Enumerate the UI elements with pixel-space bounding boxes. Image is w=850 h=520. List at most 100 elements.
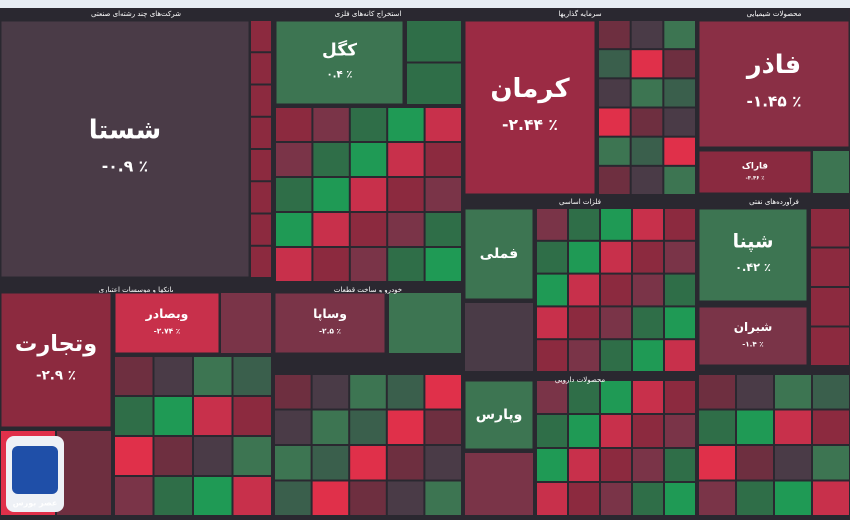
small-tile	[537, 449, 567, 481]
tile-change: -۲.۴۴ ٪	[502, 116, 558, 134]
small-tile	[313, 213, 349, 246]
tile-change: -۲.۷۴ ٪	[154, 327, 181, 336]
small-tile	[312, 446, 349, 480]
small-tile	[388, 248, 424, 281]
small-tile	[601, 449, 631, 481]
small-tile	[194, 357, 232, 395]
small-tile	[633, 483, 663, 515]
tile	[0, 292, 112, 428]
small-tile	[425, 108, 461, 141]
tile	[0, 20, 250, 278]
tile	[275, 20, 404, 105]
small-tile	[251, 150, 271, 181]
small-tile	[350, 108, 387, 141]
tile-change: ۰.۴۲ ٪	[735, 261, 771, 274]
small-tile	[313, 108, 349, 141]
tile-label: وپارس	[476, 407, 523, 423]
small-tile	[194, 477, 232, 515]
tile-label: شستا	[89, 115, 161, 145]
small-tile	[601, 381, 631, 413]
small-tile	[599, 108, 630, 136]
small-tile	[57, 431, 111, 515]
small-tile	[251, 246, 271, 277]
small-tile	[251, 214, 271, 245]
small-tile	[425, 481, 461, 515]
tile	[698, 20, 850, 148]
small-tile	[275, 481, 311, 515]
small-tile	[737, 446, 773, 480]
small-tile	[664, 79, 695, 107]
small-tile	[599, 21, 630, 49]
small-tile	[407, 63, 461, 104]
tile-label: وبصادر	[145, 306, 189, 321]
small-tile	[699, 481, 735, 515]
small-tile	[388, 178, 424, 211]
small-tile	[233, 397, 271, 435]
small-tile	[389, 293, 461, 353]
small-tile	[537, 241, 567, 273]
small-tile	[699, 410, 735, 444]
small-tile	[312, 481, 349, 515]
small-tile	[537, 483, 567, 515]
tile	[698, 306, 808, 366]
small-tile	[115, 397, 153, 435]
small-tile	[194, 397, 232, 435]
small-tile	[811, 327, 849, 365]
top-bar	[0, 0, 850, 8]
small-tile	[388, 213, 424, 246]
small-tile	[665, 415, 695, 447]
small-tile	[599, 50, 630, 78]
small-tile	[537, 307, 567, 339]
small-tile	[601, 415, 631, 447]
tile-change: -۳.۴۶ ٪	[746, 176, 765, 182]
tile-label: فاراک	[742, 161, 768, 171]
small-tile	[313, 248, 349, 281]
small-tile	[775, 446, 811, 480]
small-tile	[813, 446, 849, 480]
small-tile	[275, 410, 311, 444]
tile-label: شبران	[734, 320, 773, 334]
small-tile	[811, 288, 849, 326]
small-tile	[633, 307, 663, 339]
tile	[464, 20, 596, 195]
small-tile	[350, 178, 387, 211]
small-tile	[601, 274, 631, 306]
tile	[464, 380, 534, 450]
small-tile	[633, 415, 663, 447]
sector-title: سرمایه گذاریها	[558, 9, 601, 18]
small-tile	[350, 213, 387, 246]
small-tile	[407, 21, 461, 62]
small-tile	[465, 303, 533, 371]
small-tile	[312, 410, 349, 444]
small-tile	[569, 274, 599, 306]
small-tile	[350, 375, 386, 409]
sector-title: خودرو و ساخت قطعات	[334, 286, 402, 294]
tile	[274, 292, 386, 354]
small-tile	[350, 481, 386, 515]
small-tile	[233, 477, 271, 515]
small-tile	[569, 340, 599, 371]
small-tile	[425, 143, 461, 176]
small-tile	[537, 340, 567, 371]
small-tile	[569, 241, 599, 273]
small-tile	[569, 307, 599, 339]
sector-title: محصولات شیمیایی	[747, 10, 802, 18]
small-tile	[601, 340, 631, 371]
small-tile	[665, 449, 695, 481]
small-tile	[276, 108, 312, 141]
small-tile	[631, 21, 663, 49]
tile-change: -۲.۹ ٪	[36, 369, 76, 384]
small-tile	[537, 209, 567, 240]
small-tile	[115, 357, 153, 395]
small-tile	[569, 415, 599, 447]
small-tile	[233, 437, 271, 475]
tile	[114, 292, 220, 354]
small-tile	[115, 437, 153, 475]
tile-label: فملی	[480, 246, 518, 262]
small-tile	[601, 241, 631, 273]
small-tile	[633, 274, 663, 306]
small-tile	[387, 481, 424, 515]
small-tile	[599, 166, 630, 194]
small-tile	[631, 108, 663, 136]
small-tile	[233, 357, 271, 395]
